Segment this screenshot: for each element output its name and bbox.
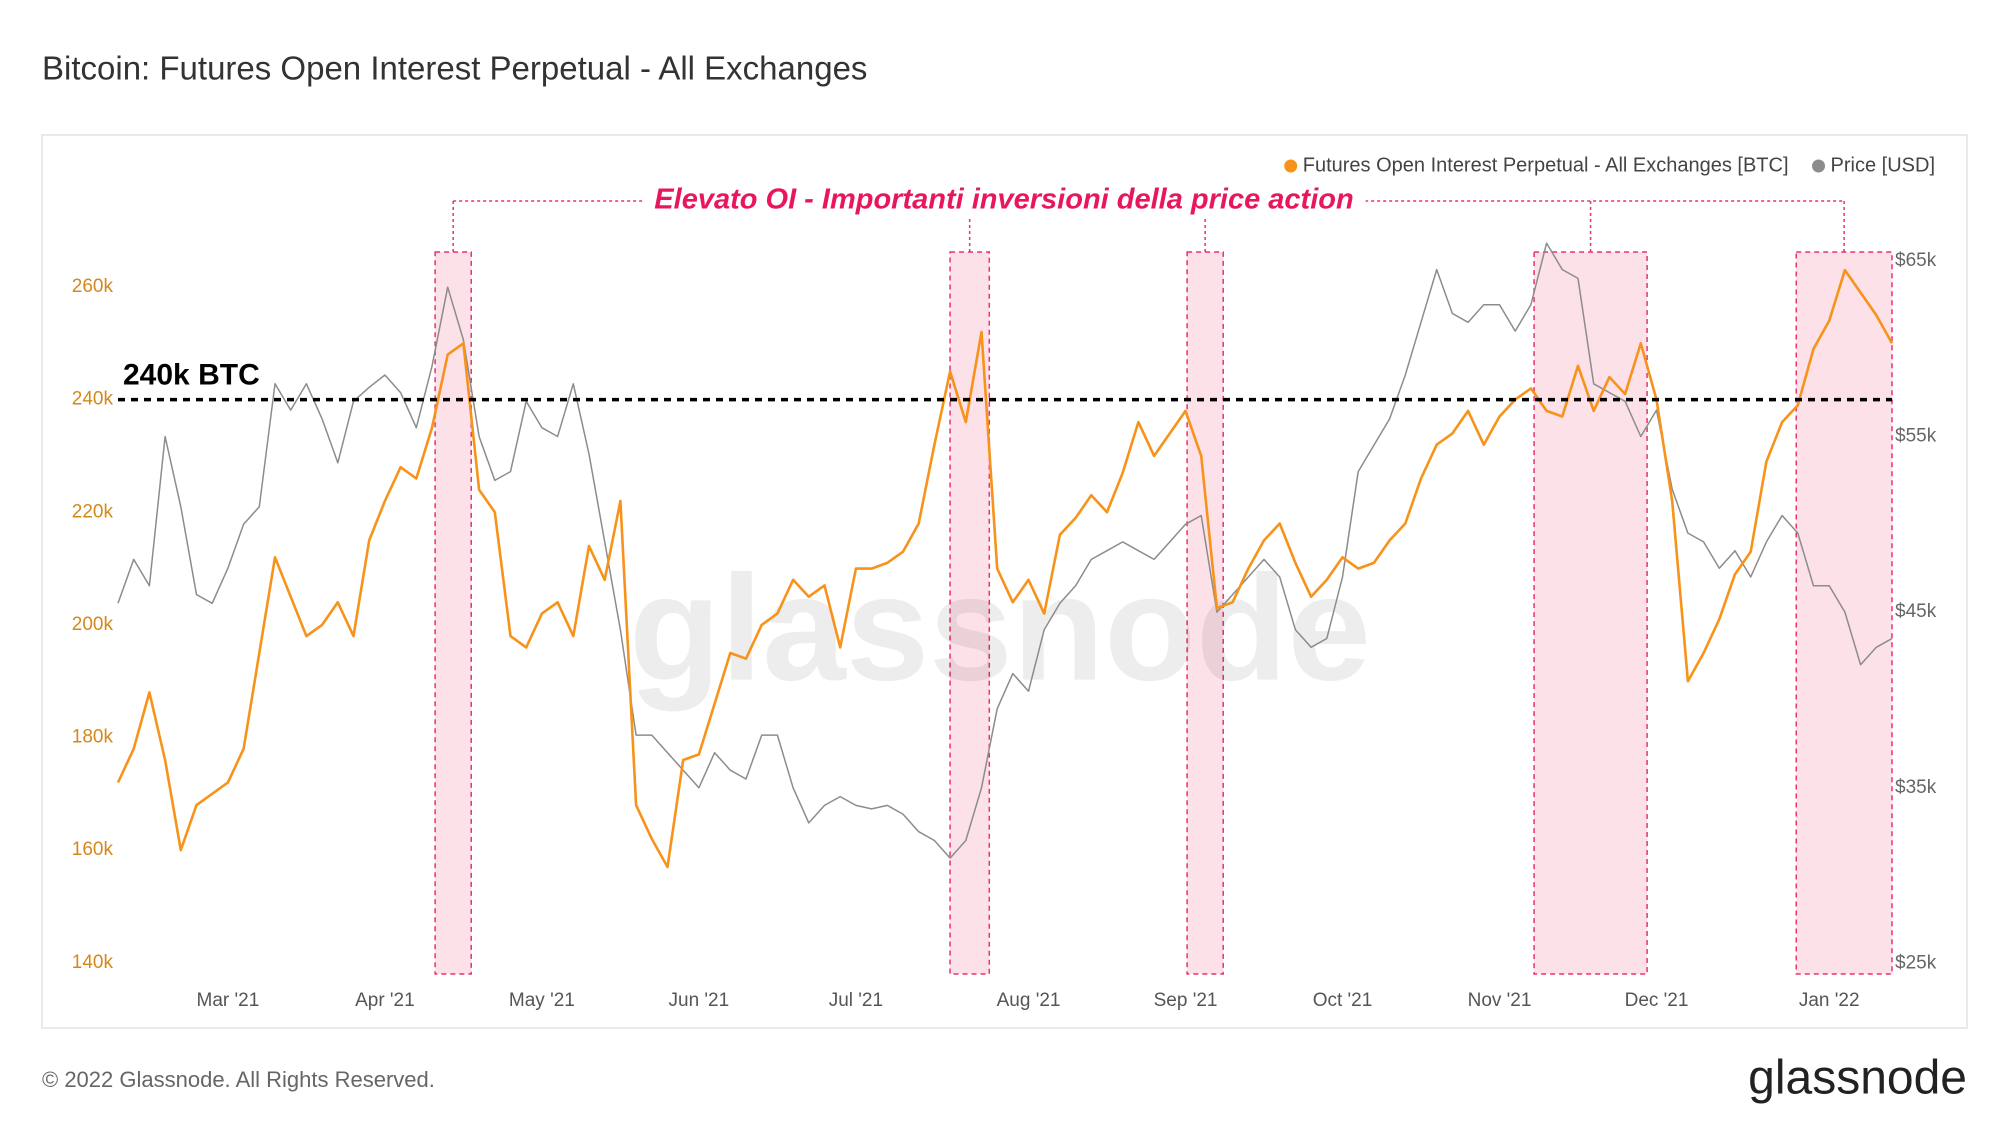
y2-tick-label: $25k xyxy=(1895,952,1937,973)
legend-label: Futures Open Interest Perpetual - All Ex… xyxy=(1303,154,1789,176)
highlight-layer xyxy=(434,201,1893,975)
footer: © 2022 Glassnode. All Rights Reserved. xyxy=(42,1067,435,1092)
x-tick-label: Dec '21 xyxy=(1625,990,1689,1011)
annotation: Elevato OI - Importanti inversioni della… xyxy=(654,184,1353,216)
x-tick-label: Sep '21 xyxy=(1154,990,1218,1011)
highlight-region xyxy=(1795,251,1893,975)
legend-marker xyxy=(1284,159,1298,173)
y2-tick-label: $65k xyxy=(1895,250,1937,271)
x-tick-label: Jan '22 xyxy=(1799,990,1860,1011)
logo: glassnode xyxy=(1748,1052,1967,1105)
annotation-background xyxy=(642,183,1366,219)
y2-tick-label: $45k xyxy=(1895,601,1937,622)
x-tick-label: Jun '21 xyxy=(669,990,730,1011)
x-tick-label: Jul '21 xyxy=(829,990,883,1011)
chart-title: Bitcoin: Futures Open Interest Perpetual… xyxy=(42,50,867,87)
y-tick-label: 240k xyxy=(72,389,114,410)
highlight-region xyxy=(1186,251,1224,975)
y2-tick-label: $35k xyxy=(1895,777,1937,798)
x-tick-label: Aug '21 xyxy=(997,990,1061,1011)
legend-marker xyxy=(1812,159,1826,173)
reference-label: 240k BTC xyxy=(123,359,260,392)
y-tick-label: 260k xyxy=(72,276,114,297)
x-tick-label: May '21 xyxy=(509,990,575,1011)
y-tick-label: 160k xyxy=(72,839,114,860)
series-line xyxy=(116,268,1894,869)
y-tick-label: 140k xyxy=(72,952,114,973)
y-tick-label: 200k xyxy=(72,614,114,635)
x-tick-label: Apr '21 xyxy=(355,990,415,1011)
series-line xyxy=(117,242,1893,859)
x-tick-label: Mar '21 xyxy=(197,990,260,1011)
watermark: glassnode xyxy=(629,544,1371,712)
highlight-region xyxy=(1533,251,1648,975)
y2-tick-label: $55k xyxy=(1895,425,1937,446)
y-tick-label: 220k xyxy=(72,501,114,522)
legend-label: Price [USD] xyxy=(1831,154,1935,176)
x-tick-label: Oct '21 xyxy=(1313,990,1373,1011)
x-tick-label: Nov '21 xyxy=(1468,990,1532,1011)
y-tick-label: 180k xyxy=(72,727,114,748)
